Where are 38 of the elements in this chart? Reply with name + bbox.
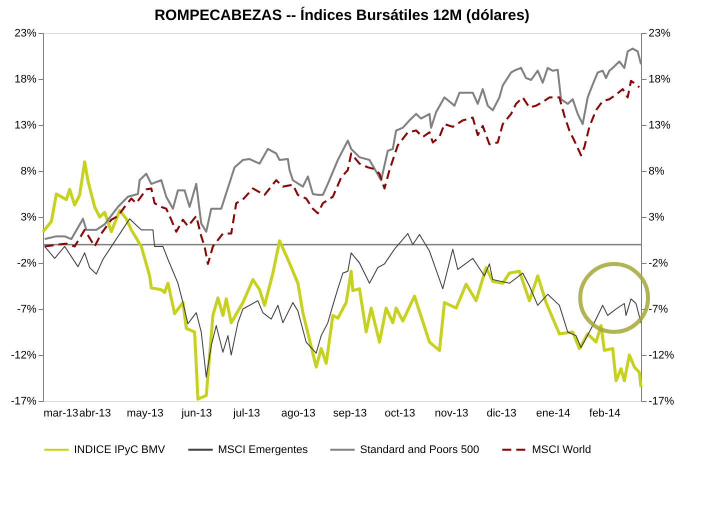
- x-tick-label: mar-13: [44, 408, 78, 420]
- line-series: [44, 80, 640, 265]
- y2-tick-label: 3%: [648, 212, 665, 224]
- y2-tick-label: 13%: [648, 120, 671, 132]
- y2-tick-label: 18%: [648, 74, 671, 86]
- legend-label: MSCI Emergentes: [218, 444, 308, 456]
- y-tick-label: -12%: [10, 350, 37, 362]
- x-tick-label: abr-13: [79, 408, 112, 420]
- y2-tick-label: -2%: [648, 258, 668, 270]
- x-tick-label: sep-13: [333, 408, 367, 420]
- x-tick-label: oct-13: [384, 408, 416, 420]
- y-tick-label: -17%: [10, 396, 37, 408]
- y-tick-label: -2%: [16, 258, 37, 270]
- line-series: [42, 160, 642, 401]
- y-tick-label: 3%: [20, 212, 37, 224]
- x-tick-label: dic-13: [486, 408, 517, 420]
- line-series: [44, 218, 642, 378]
- y-tick-label: 8%: [20, 166, 37, 178]
- y2-tick-label: -7%: [648, 304, 668, 316]
- chart-title: ROMPECABEZAS -- Índices Bursátiles 12M (dólares): [154, 6, 530, 24]
- x-tick-label: jun-13: [180, 408, 212, 420]
- y-tick-label: 13%: [14, 120, 37, 132]
- x-tick-label: jul-13: [232, 408, 260, 420]
- y-tick-label: 18%: [14, 74, 37, 86]
- y2-tick-label: 23%: [648, 28, 671, 40]
- x-tick-label: ene-14: [536, 408, 570, 420]
- legend-label: Standard and Poors 500: [360, 444, 480, 456]
- x-tick-label: nov-13: [434, 408, 468, 420]
- legend-label: INDICE IPyC BMV: [74, 444, 166, 456]
- x-tick-label: ago-13: [281, 408, 316, 420]
- y-tick-label: 23%: [14, 28, 37, 40]
- y-tick-label: -7%: [16, 304, 37, 316]
- y2-tick-label: -12%: [648, 350, 674, 362]
- x-tick-label: may-13: [126, 408, 164, 420]
- legend-label: MSCI World: [532, 444, 592, 456]
- y2-tick-label: -17%: [648, 396, 674, 408]
- y2-tick-label: 8%: [648, 166, 665, 178]
- x-tick-label: feb-14: [589, 408, 620, 420]
